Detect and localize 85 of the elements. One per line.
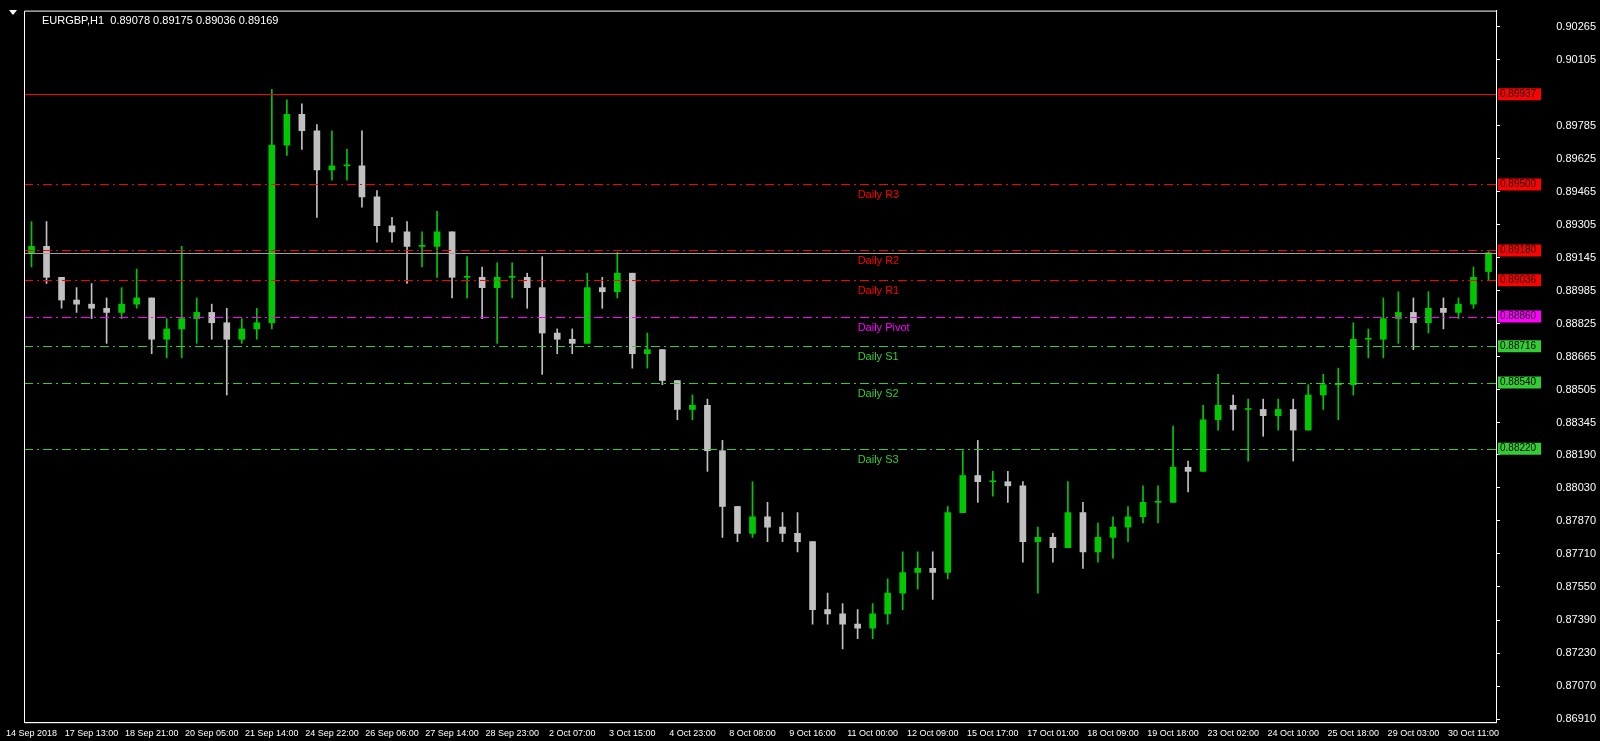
x-tick-label: 18 Sep 21:00 [124, 728, 179, 739]
y-tick-label: 0.88030 [1556, 480, 1596, 493]
text: 0.89036 [1500, 273, 1537, 285]
y-tick-label: 0.88505 [1556, 382, 1596, 395]
candlestick [1229, 394, 1237, 431]
y-tick-label: 0.88665 [1556, 349, 1596, 362]
candlestick [1004, 471, 1012, 503]
ref-line-label: Daily Pivot [857, 321, 910, 334]
y-tick-label: 0.90265 [1556, 19, 1596, 32]
x-tick-label: 18 Oct 09:00 [1087, 728, 1139, 739]
candlestick [974, 440, 982, 503]
candlestick [914, 551, 922, 590]
y-tick-label: 0.87230 [1556, 646, 1596, 659]
x-tick-label: 25 Oct 18:00 [1327, 728, 1380, 739]
x-tick-label: 23 Oct 02:00 [1207, 728, 1259, 739]
y-tick-label: 0.87710 [1556, 546, 1596, 559]
y-tick-label: 0.86910 [1556, 712, 1596, 725]
x-tick-label: 29 Oct 03:00 [1387, 728, 1440, 739]
x-tick-label: 12 Oct 09:00 [906, 728, 959, 739]
x-tick-label: 15 Oct 17:00 [967, 728, 1019, 739]
candlestick [418, 231, 426, 268]
ref-line-label: Daily S3 [857, 453, 899, 466]
candlestick [989, 471, 997, 497]
ref-line-label: Daily S2 [857, 387, 899, 400]
y-tick-label: 0.88345 [1556, 415, 1596, 428]
y-tick-label: 0.89785 [1556, 118, 1596, 131]
candlestick [1154, 485, 1162, 524]
candlestick [388, 217, 396, 243]
text: 0.88716 [1500, 340, 1537, 352]
x-tick-label: 2 Oct 07:00 [548, 728, 596, 739]
x-tick-label: 17 Sep 13:00 [64, 728, 119, 739]
x-tick-label: 9 Oct 16:00 [789, 728, 836, 739]
x-tick-label: 20 Sep 05:00 [184, 728, 239, 739]
candlestick [1244, 398, 1252, 462]
text: 0.88860 [1500, 310, 1537, 322]
y-tick-label: 0.88825 [1556, 316, 1596, 329]
text: 0.89937 [1500, 87, 1537, 99]
candlestick [193, 297, 201, 344]
y-tick-label: 0.88190 [1556, 447, 1596, 460]
ref-line-label: Daily R3 [857, 188, 900, 201]
candlestick [598, 276, 606, 309]
y-tick-label: 0.87550 [1556, 580, 1596, 593]
candlestick [463, 256, 471, 299]
candlestick [178, 246, 186, 359]
text: 0.88220 [1500, 442, 1537, 454]
candlestick [1034, 526, 1042, 594]
x-tick-label: 14 Sep 2018 [5, 728, 58, 739]
candlestick [1274, 398, 1282, 431]
y-tick-label: 0.88985 [1556, 283, 1596, 296]
x-tick-label: 27 Sep 14:00 [425, 728, 479, 739]
x-tick-label: 11 Oct 00:00 [847, 728, 899, 739]
ref-line-label: Daily R2 [857, 254, 900, 267]
x-tick-label: 21 Sep 14:00 [245, 728, 299, 739]
x-tick-label: 3 Oct 15:00 [609, 728, 656, 739]
y-tick-label: 0.89625 [1556, 151, 1596, 164]
ref-line-label: Daily R1 [857, 284, 900, 297]
y-tick-label: 0.87870 [1556, 513, 1596, 526]
y-tick-label: 0.87390 [1556, 613, 1596, 626]
ref-line-label: Daily S1 [857, 350, 899, 363]
chart-title: EURGBP,H1 0.89078 0.89175 0.89036 0.89169 [42, 13, 279, 26]
y-tick-label: 0.89305 [1556, 217, 1596, 230]
y-tick-label: 0.89145 [1556, 250, 1596, 263]
text: 0.89180 [1500, 244, 1537, 256]
candlestick [929, 551, 937, 600]
x-tick-label: 8 Oct 08:00 [729, 728, 776, 739]
candlestick [1184, 460, 1192, 493]
y-tick-label: 0.90105 [1556, 52, 1596, 65]
y-tick-label: 0.89465 [1556, 184, 1596, 197]
x-tick-label: 30 Oct 11:00 [1448, 728, 1499, 739]
x-tick-label: 4 Oct 23:00 [669, 728, 716, 739]
candlestick [253, 307, 261, 340]
text: 0.89500 [1500, 178, 1537, 190]
candlestick [223, 307, 231, 396]
candlestick [508, 262, 516, 299]
candlestick [1259, 398, 1267, 437]
text: 0.88540 [1500, 376, 1537, 388]
candlestick [1365, 328, 1372, 359]
x-tick-label: 26 Sep 06:00 [365, 728, 419, 739]
x-tick-label: 24 Oct 10:00 [1267, 728, 1319, 739]
x-tick-label: 28 Sep 23:00 [485, 728, 539, 739]
candlestick [568, 328, 576, 355]
x-tick-label: 17 Oct 01:00 [1027, 728, 1079, 739]
x-tick-label: 24 Sep 22:00 [305, 728, 359, 739]
y-tick-label: 0.87070 [1556, 679, 1596, 692]
x-tick-label: 19 Oct 18:00 [1147, 728, 1199, 739]
